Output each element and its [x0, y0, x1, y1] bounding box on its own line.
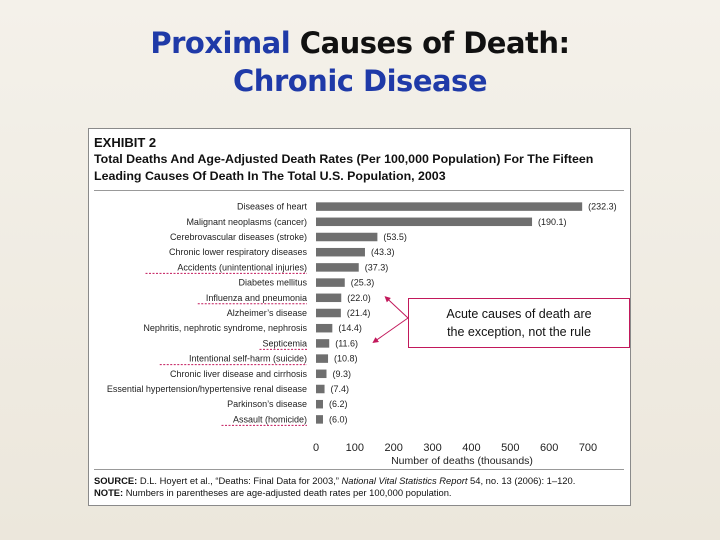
bar: [316, 263, 359, 272]
category-label: Influenza and pneumonia: [206, 293, 307, 303]
bar: [316, 384, 325, 394]
rate-label: (7.4): [331, 384, 350, 394]
slide-title: Proximal Causes of Death: Chronic Diseas…: [0, 24, 720, 100]
note-line: NOTE: Numbers in parentheses are age-adj…: [94, 487, 629, 499]
x-tick-label: 0: [313, 442, 319, 454]
bar: [316, 354, 329, 363]
rate-label: (21.4): [347, 308, 371, 318]
bar: [316, 293, 342, 303]
category-label: Septicemia: [262, 338, 307, 348]
bar: [316, 339, 330, 348]
note-text: Numbers in parentheses are age-adjusted …: [123, 487, 452, 498]
source-journal: National Vital Statistics Report: [341, 475, 468, 486]
x-tick-label: 100: [346, 442, 364, 454]
bar: [316, 369, 327, 379]
slide-title-line1: Proximal Causes of Death:: [0, 24, 720, 62]
bar: [316, 415, 323, 424]
category-label: Alzheimer’s disease: [227, 308, 307, 318]
rate-label: (9.3): [332, 369, 351, 379]
x-tick-label: 300: [423, 442, 441, 454]
x-axis-title: Number of deaths (thousands): [391, 455, 533, 467]
source-label: SOURCE:: [94, 475, 138, 486]
bar: [316, 217, 533, 227]
exhibit-bottom-rule: [94, 469, 624, 470]
bar: [316, 399, 323, 409]
note-label: NOTE:: [94, 487, 124, 498]
bar: [316, 308, 341, 318]
category-label: Accidents (unintentional injuries): [177, 262, 307, 272]
rate-label: (22.0): [347, 293, 371, 303]
source-line: SOURCE: D.L. Hoyert et al., “Deaths: Fin…: [94, 475, 629, 487]
exhibit-top-rule: [94, 190, 624, 191]
bar: [316, 247, 365, 257]
callout-line1: Acute causes of death are: [446, 307, 592, 321]
bar: [316, 232, 378, 242]
rate-label: (10.8): [334, 354, 358, 364]
category-label: Malignant neoplasms (cancer): [186, 217, 307, 227]
category-label: Parkinson’s disease: [227, 399, 307, 409]
rate-label: (11.6): [335, 338, 358, 348]
category-label: Diabetes mellitus: [238, 278, 307, 288]
bar-chart: Diseases of heart (232.3) Malignant neopla…: [107, 202, 617, 467]
x-tick-label: 700: [579, 442, 597, 454]
category-label: Intentional self-harm (suicide): [189, 354, 307, 364]
category-label: Essential hypertension/hypertensive rena…: [107, 384, 307, 394]
rate-label: (6.2): [329, 399, 348, 409]
rate-label: (190.1): [538, 217, 567, 227]
bar: [316, 202, 583, 211]
category-label: Cerebrovascular diseases (stroke): [170, 232, 307, 242]
category-label: Nephritis, nephrotic syndrome, nephrosis: [143, 323, 307, 333]
category-label: Diseases of heart: [237, 202, 308, 212]
source-text: D.L. Hoyert et al., “Deaths: Final Data …: [137, 475, 342, 486]
title-proximal: Proximal: [150, 26, 291, 60]
x-tick-label: 200: [385, 442, 403, 454]
callout-box: Acute causes of death are the exception,…: [408, 298, 630, 348]
rate-label: (6.0): [329, 414, 348, 424]
bar: [316, 323, 333, 333]
category-label: Chronic lower respiratory diseases: [169, 247, 308, 257]
rate-label: (37.3): [365, 262, 389, 272]
rate-label: (53.5): [383, 232, 407, 242]
rate-label: (14.4): [338, 323, 362, 333]
callout-line2: the exception, not the rule: [447, 325, 591, 339]
rate-label: (232.3): [588, 202, 617, 212]
title-causes-of-death: Causes of Death:: [290, 26, 570, 60]
source-tail: 54, no. 13 (2006): 1–120.: [467, 475, 576, 486]
slide-title-line2: Chronic Disease: [233, 64, 487, 98]
category-label: Assault (homicide): [233, 414, 307, 424]
bar: [316, 278, 345, 287]
x-tick-label: 600: [540, 442, 558, 454]
exhibit-source: SOURCE: D.L. Hoyert et al., “Deaths: Fin…: [94, 475, 629, 499]
category-label: Chronic liver disease and cirrhosis: [170, 369, 308, 379]
exhibit-label: EXHIBIT 2: [94, 135, 157, 150]
rate-label: (43.3): [371, 247, 395, 257]
exhibit-caption: Total Deaths And Age-Adjusted Death Rate…: [94, 152, 594, 183]
rate-label: (25.3): [351, 278, 375, 288]
x-tick-label: 500: [501, 442, 519, 454]
x-tick-label: 400: [462, 442, 480, 454]
